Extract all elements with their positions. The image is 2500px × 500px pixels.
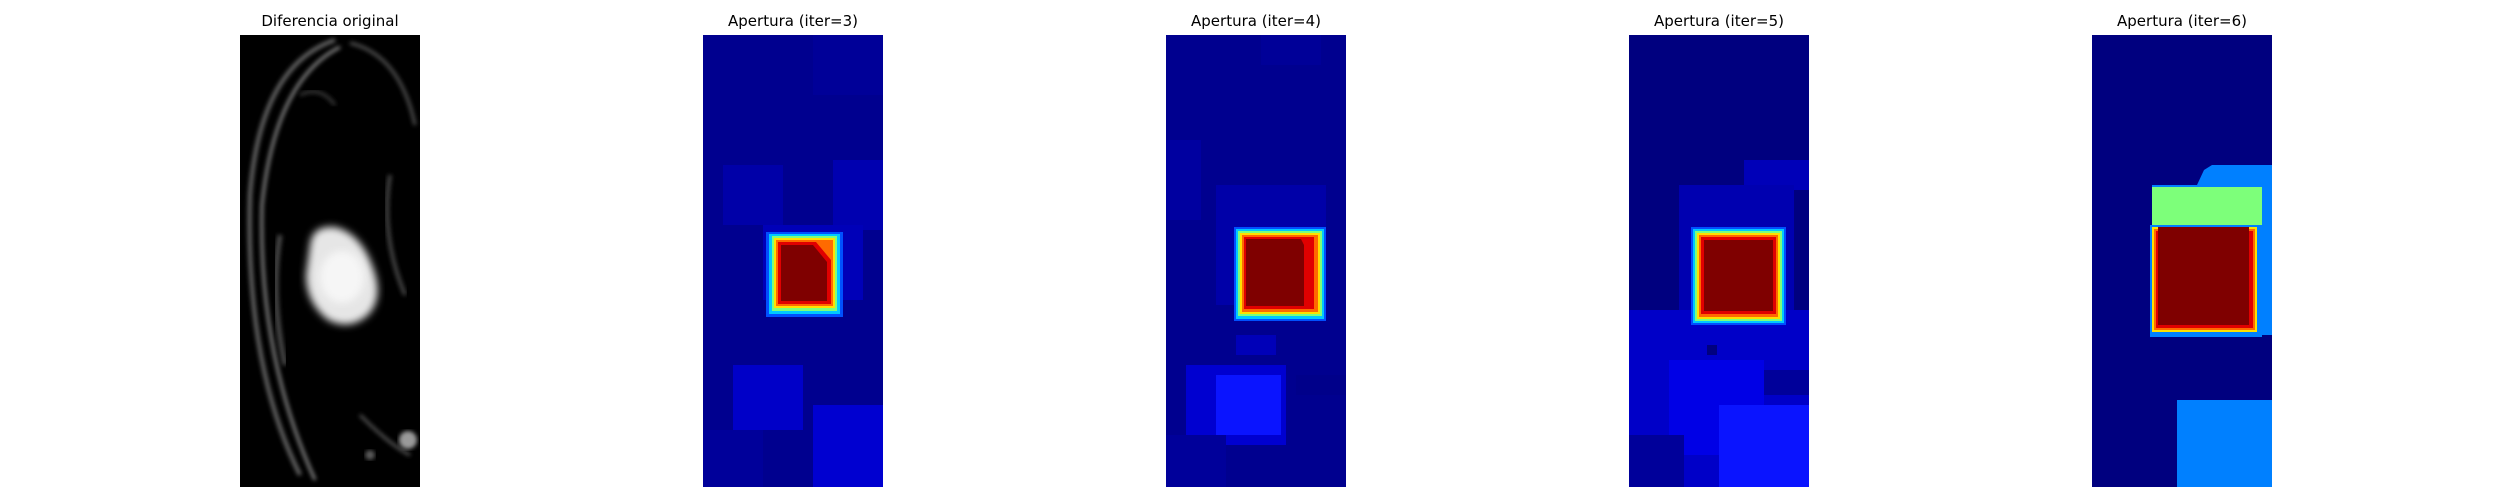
- panel-iter-3: Apertura (iter=3): [703, 0, 883, 500]
- opening-iter-6-image: [2092, 35, 2272, 487]
- panel-title: Apertura (iter=6): [2117, 12, 2247, 30]
- original-difference-image: [240, 35, 420, 487]
- panel-title: Apertura (iter=5): [1654, 12, 1784, 30]
- panel-title: Diferencia original: [261, 12, 399, 30]
- opening-iter-5-image: [1629, 35, 1809, 487]
- panel-title: Apertura (iter=3): [728, 12, 858, 30]
- panel-iter-6: Apertura (iter=6): [2092, 0, 2272, 500]
- panel-iter-5: Apertura (iter=5): [1629, 0, 1809, 500]
- panel-iter-4: Apertura (iter=4): [1166, 0, 1346, 500]
- panel-title: Apertura (iter=4): [1191, 12, 1321, 30]
- panel-original: Diferencia original: [240, 0, 420, 500]
- opening-iter-3-image: [703, 35, 883, 487]
- opening-iter-4-image: [1166, 35, 1346, 487]
